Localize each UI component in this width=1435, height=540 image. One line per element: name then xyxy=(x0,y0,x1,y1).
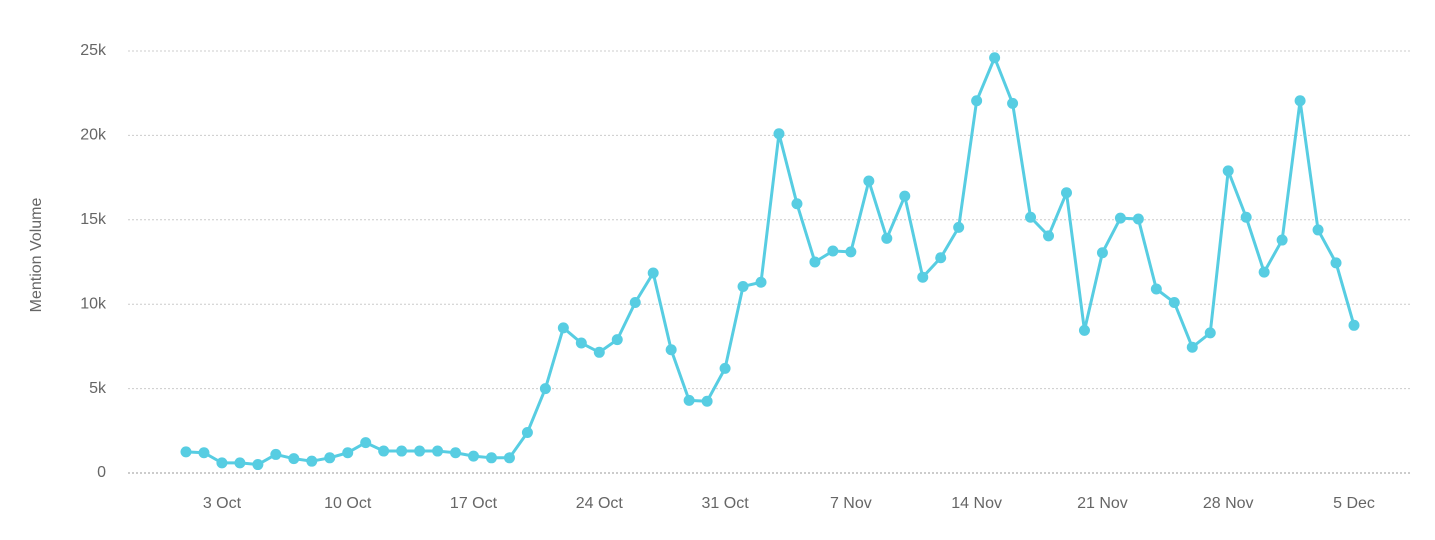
point xyxy=(593,346,605,358)
point xyxy=(1096,247,1108,259)
x-tick-label: 28 Nov xyxy=(1203,495,1254,512)
x-tick-label: 10 Oct xyxy=(324,495,372,512)
y-axis-label: Mention Volume xyxy=(28,198,45,313)
point xyxy=(270,448,282,460)
point xyxy=(1132,213,1144,225)
point xyxy=(216,457,228,469)
point xyxy=(414,445,426,457)
point xyxy=(755,276,767,288)
point xyxy=(450,447,462,459)
point xyxy=(1007,97,1019,109)
point xyxy=(180,446,192,458)
point xyxy=(306,455,318,467)
point xyxy=(683,394,695,406)
point xyxy=(1276,234,1288,246)
y-tick-label: 25k xyxy=(80,42,107,59)
point xyxy=(1114,212,1126,224)
point xyxy=(485,452,497,464)
point xyxy=(1348,319,1360,331)
point xyxy=(719,362,731,374)
point xyxy=(899,190,911,202)
point xyxy=(1060,187,1072,199)
x-tick-label: 5 Dec xyxy=(1333,495,1375,512)
point xyxy=(396,445,408,457)
y-tick-label: 15k xyxy=(80,211,107,228)
point xyxy=(611,334,623,346)
point xyxy=(342,447,354,459)
point xyxy=(845,246,857,258)
y-tick-label: 0 xyxy=(97,464,106,481)
point xyxy=(1294,95,1306,107)
point xyxy=(252,459,264,471)
x-tick-label: 7 Nov xyxy=(830,495,872,512)
point xyxy=(557,322,569,334)
point xyxy=(791,198,803,210)
point xyxy=(1078,324,1090,336)
point xyxy=(198,447,210,459)
point xyxy=(1150,283,1162,295)
x-tick-label: 3 Oct xyxy=(203,495,242,512)
point xyxy=(468,450,480,462)
point xyxy=(647,267,659,279)
point xyxy=(1258,266,1270,278)
point xyxy=(432,445,444,457)
point xyxy=(234,457,246,469)
point xyxy=(324,452,336,464)
x-tick-label: 24 Oct xyxy=(576,495,624,512)
point xyxy=(953,221,965,233)
y-tick-label: 20k xyxy=(80,127,107,144)
point xyxy=(1043,230,1055,242)
point xyxy=(1222,165,1234,177)
point xyxy=(575,337,587,349)
point xyxy=(288,453,300,465)
point xyxy=(1204,327,1216,339)
point xyxy=(1168,297,1180,309)
point xyxy=(1025,211,1037,223)
point xyxy=(521,426,533,438)
point xyxy=(665,344,677,356)
point xyxy=(360,437,372,449)
point xyxy=(737,280,749,292)
point xyxy=(1330,257,1342,269)
y-tick-label: 10k xyxy=(80,295,107,312)
point xyxy=(378,445,390,457)
line xyxy=(185,56,1356,467)
point xyxy=(989,52,1001,64)
point xyxy=(827,245,839,257)
point xyxy=(1312,224,1324,236)
point xyxy=(1186,341,1198,353)
x-tick-label: 31 Oct xyxy=(702,495,750,512)
point xyxy=(503,452,515,464)
point xyxy=(935,252,947,264)
x-tick-label: 17 Oct xyxy=(450,495,498,512)
point xyxy=(971,95,983,107)
point xyxy=(863,175,875,187)
point xyxy=(881,232,893,244)
point xyxy=(917,271,929,283)
point xyxy=(539,383,551,395)
point xyxy=(809,256,821,268)
point xyxy=(701,395,713,407)
point xyxy=(1240,211,1252,223)
x-tick-label: 14 Nov xyxy=(951,495,1002,512)
point xyxy=(629,297,641,309)
x-tick-label: 21 Nov xyxy=(1077,495,1128,512)
point xyxy=(773,128,785,140)
y-tick-label: 5k xyxy=(89,380,107,397)
